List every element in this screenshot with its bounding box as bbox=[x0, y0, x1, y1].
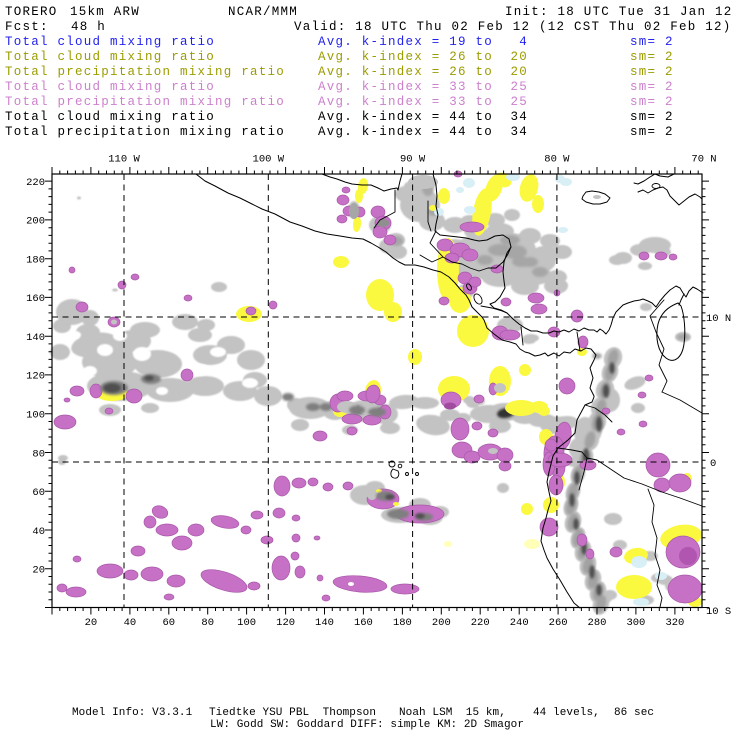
svg-text:0: 0 bbox=[710, 458, 716, 470]
svg-text:70 N: 70 N bbox=[691, 154, 716, 166]
svg-text:160: 160 bbox=[26, 293, 45, 305]
svg-text:20: 20 bbox=[85, 617, 98, 629]
svg-text:260: 260 bbox=[549, 617, 568, 629]
svg-text:80: 80 bbox=[201, 617, 214, 629]
svg-text:100: 100 bbox=[237, 617, 256, 629]
svg-text:40: 40 bbox=[124, 617, 137, 629]
svg-text:220: 220 bbox=[471, 617, 490, 629]
svg-text:140: 140 bbox=[26, 332, 45, 344]
svg-text:240: 240 bbox=[510, 617, 529, 629]
svg-text:320: 320 bbox=[665, 617, 684, 629]
svg-text:10 N: 10 N bbox=[706, 313, 731, 325]
svg-text:110 W: 110 W bbox=[108, 154, 140, 166]
svg-text:120: 120 bbox=[26, 371, 45, 383]
svg-text:180: 180 bbox=[26, 255, 45, 267]
svg-text:280: 280 bbox=[588, 617, 607, 629]
svg-text:40: 40 bbox=[32, 526, 45, 538]
svg-text:100: 100 bbox=[26, 410, 45, 422]
svg-text:100 W: 100 W bbox=[253, 154, 285, 166]
svg-text:160: 160 bbox=[354, 617, 373, 629]
svg-text:200: 200 bbox=[26, 216, 45, 228]
svg-text:300: 300 bbox=[626, 617, 645, 629]
svg-text:120: 120 bbox=[276, 617, 295, 629]
svg-text:60: 60 bbox=[32, 487, 45, 499]
svg-text:80 W: 80 W bbox=[544, 154, 570, 166]
svg-text:200: 200 bbox=[432, 617, 451, 629]
svg-text:90 W: 90 W bbox=[400, 154, 426, 166]
svg-text:180: 180 bbox=[393, 617, 412, 629]
svg-text:10 S: 10 S bbox=[706, 606, 731, 618]
svg-text:220: 220 bbox=[26, 177, 45, 189]
svg-text:20: 20 bbox=[32, 565, 45, 577]
svg-text:60: 60 bbox=[162, 617, 175, 629]
svg-text:80: 80 bbox=[32, 448, 45, 460]
svg-text:140: 140 bbox=[315, 617, 334, 629]
